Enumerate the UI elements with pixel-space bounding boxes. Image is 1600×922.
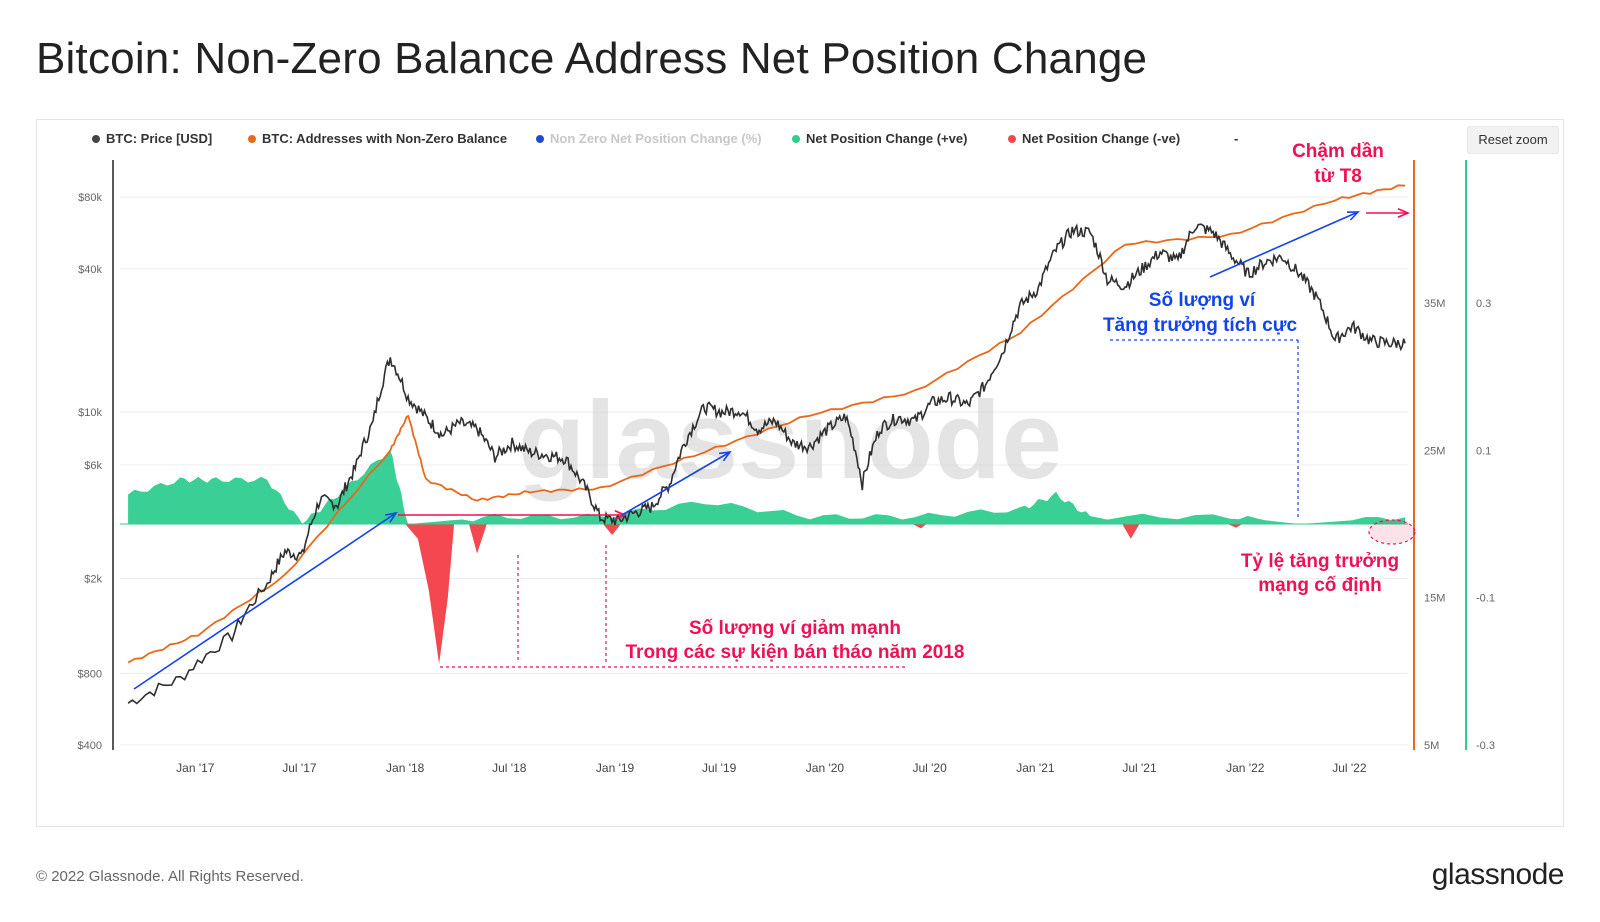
legend-item-label[interactable]: Net Position Change (-ve) — [1022, 131, 1180, 146]
y-tick-label-netposition: -0.1 — [1476, 593, 1495, 605]
legend-item-label[interactable]: - — [1234, 131, 1238, 146]
legend-item-label[interactable]: Non Zero Net Position Change (%) — [550, 131, 762, 146]
y-tick-label-price: $800 — [78, 668, 102, 680]
x-tick-label: Jan '20 — [806, 761, 845, 775]
annotation-arrow-blue-2017 — [133, 512, 397, 690]
y-tick-label-netposition: -0.3 — [1476, 740, 1495, 752]
x-tick-label: Jul '18 — [492, 761, 527, 775]
x-tick-label: Jan '22 — [1226, 761, 1265, 775]
y-tick-label-price: $10k — [78, 407, 102, 419]
series-net-position-negative — [912, 524, 927, 529]
legend-marker[interactable] — [92, 135, 100, 143]
legend-marker[interactable] — [792, 135, 800, 143]
series-addresses-line — [127, 184, 1406, 664]
y-tick-label-addresses: 25M — [1424, 445, 1445, 457]
annotation-fixed-line2: mạng cố định — [1258, 575, 1382, 596]
annotation-arrow-blue-2019-head — [718, 450, 732, 462]
annotation-fixed-line1: Tỷ lệ tăng trưởng — [1241, 551, 1399, 572]
annotation-drop-line1: Số lượng ví giảm mạnh — [689, 618, 901, 639]
chart-frame — [36, 119, 1564, 827]
series-net-position-negative — [1227, 524, 1243, 528]
y-tick-label-price: $80k — [78, 192, 102, 204]
annotation-arrow-blue-2022-head — [1346, 211, 1360, 221]
reset-zoom-button[interactable]: Reset zoom — [1467, 126, 1559, 154]
x-tick-label: Jul '22 — [1332, 761, 1367, 775]
x-tick-label: Jan '17 — [176, 761, 215, 775]
footer-copyright: © 2022 Glassnode. All Rights Reserved. — [36, 868, 304, 885]
page-title: Bitcoin: Non-Zero Balance Address Net Po… — [36, 34, 1148, 83]
y-tick-label-price: $400 — [78, 740, 102, 752]
series-net-position-negative — [1122, 524, 1140, 539]
annotation-wallets-line1: Số lượng ví — [1149, 290, 1256, 311]
series-price-line — [127, 223, 1406, 705]
x-tick-label: Jan '19 — [596, 761, 635, 775]
legend-marker[interactable] — [1008, 135, 1016, 143]
annotation-arrow-blue-2017-head — [385, 511, 398, 523]
x-tick-label: Jul '20 — [912, 761, 947, 775]
legend-item-label[interactable]: BTC: Addresses with Non-Zero Balance — [262, 131, 507, 146]
annotation-wallets-line2: Tăng trưởng tích cực — [1103, 315, 1298, 336]
x-tick-label: Jul '17 — [282, 761, 317, 775]
y-tick-label-addresses: 5M — [1424, 740, 1439, 752]
y-tick-label-addresses: 15M — [1424, 593, 1445, 605]
annotation-drop-line2: Trong các sự kiện bán tháo năm 2018 — [626, 642, 965, 663]
y-tick-label-price: $6k — [84, 460, 102, 472]
y-tick-label-addresses: 35M — [1424, 298, 1445, 310]
y-tick-label-price: $2k — [84, 574, 102, 586]
annotation-slowing-line2: từ T8 — [1314, 166, 1362, 187]
y-tick-label-price: $40k — [78, 264, 102, 276]
series-net-position-negative — [603, 524, 621, 535]
series-net-position-positive — [128, 450, 1406, 524]
legend-item-label[interactable]: Net Position Change (+ve) — [806, 131, 967, 146]
annotation-arrow-blue-2022 — [1209, 211, 1359, 278]
legend-item-label[interactable]: BTC: Price [USD] — [106, 131, 212, 146]
series-net-position-negative — [405, 524, 455, 664]
annotation-ellipse-fixed-rate — [1368, 519, 1416, 545]
series-net-position-negative — [469, 524, 487, 554]
x-tick-label: Jul '21 — [1122, 761, 1157, 775]
annotation-slowing-line1: Chậm dần — [1292, 141, 1384, 162]
legend-marker[interactable] — [536, 135, 544, 143]
annotation-arrow-red-2018-head — [614, 509, 628, 521]
footer-brand-logo: glassnode — [1431, 858, 1565, 891]
x-tick-label: Jan '21 — [1016, 761, 1055, 775]
legend-marker[interactable] — [248, 135, 256, 143]
y-tick-label-netposition: 0.3 — [1476, 298, 1491, 310]
y-tick-label-netposition: 0.1 — [1476, 445, 1491, 457]
annotation-arrow-red-slowing-head — [1397, 207, 1411, 219]
annotation-arrow-blue-2019 — [621, 451, 731, 516]
x-tick-label: Jul '19 — [702, 761, 737, 775]
x-tick-label: Jan '18 — [386, 761, 425, 775]
